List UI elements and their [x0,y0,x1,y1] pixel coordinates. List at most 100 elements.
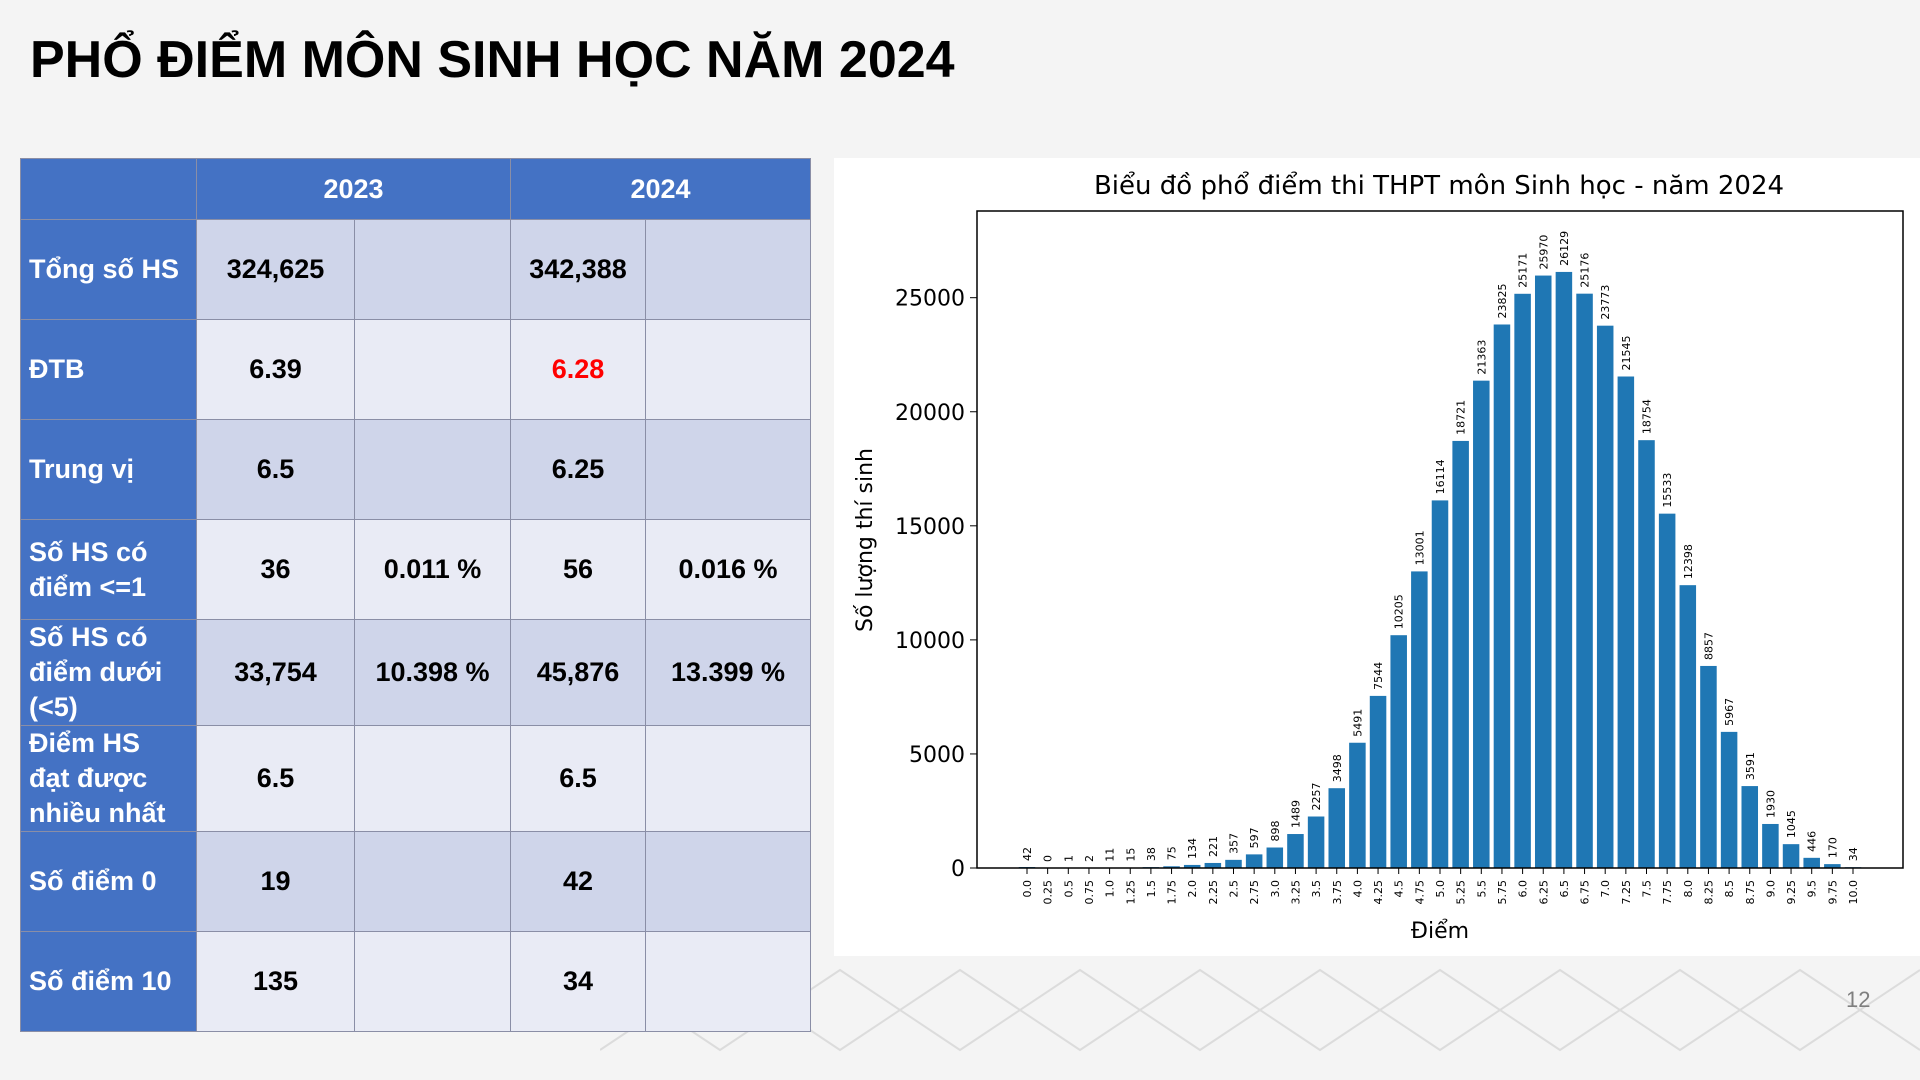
x-tick-label: 6.0 [1517,880,1530,898]
bar [1390,635,1407,868]
bar-value-label: 12398 [1682,544,1695,579]
bar [1803,857,1820,868]
table-row: Trung vị 6.5 6.25 [20,419,812,520]
plot-area: 42 0.0 0 0.25 1 0.5 2 0.75 11 1.0 15 1.25 38 1.5 75 1.7… [895,210,1904,905]
bar-value-label: 1489 [1289,800,1302,828]
bar [1741,786,1759,868]
x-tick-label: 7.0 [1599,880,1612,898]
bar [1204,862,1222,868]
table-row: Tổng số HS 324,625 342,388 [20,219,812,320]
table-header-2023: 2023 [195,158,512,220]
comparison-table: 2023 2024 Tổng số HS 324,625 342,388 ĐTB… [20,158,812,1032]
bar [1824,864,1841,868]
y-tick-label: 15000 [895,515,965,540]
cell-2023-value: 6.39 [196,319,355,420]
bar-value-label: 25171 [1517,253,1530,288]
bar-value-label: 42 [1021,847,1034,861]
table-header-2024: 2024 [510,158,812,220]
x-tick-label: 2.75 [1248,880,1261,905]
bar-value-label: 15533 [1661,473,1674,508]
bar-value-label: 21363 [1475,340,1488,375]
x-tick-label: 6.5 [1558,880,1571,898]
chart-y-axis-label: Số lượng thí sinh [853,448,878,632]
cell-2023-percent [353,931,512,1032]
bar-value-label: 13001 [1413,530,1426,565]
cell-2024-percent: 0.016 % [645,519,812,620]
cell-2023-percent [353,725,512,832]
histogram-chart: Biểu đồ phổ điểm thi THPT môn Sinh học -… [834,158,1920,956]
row-label: Tổng số HS [20,219,197,320]
cell-2024-percent: 13.399 % [645,619,812,726]
x-tick-label: 3.25 [1289,880,1302,905]
bar [1555,271,1573,868]
bar [1782,844,1800,868]
cell-2024-value-highlighted: 6.28 [510,319,647,420]
bar [1307,816,1325,868]
bar-value-label: 23825 [1496,283,1509,318]
cell-2023-percent [353,319,512,420]
x-tick-label: 0.0 [1021,880,1034,898]
bar-value-label: 16114 [1434,459,1447,494]
x-tick-label: 3.75 [1331,880,1344,905]
bar-value-label: 0 [1042,855,1055,862]
x-tick-label: 7.75 [1661,880,1674,905]
bar [1349,742,1366,868]
bar [1720,731,1738,868]
table-row: Số HS có điểm dưới (<5) 33,754 10.398 % … [20,619,812,726]
row-label: Số điểm 10 [20,931,197,1032]
y-tick-label: 5000 [909,743,965,768]
table-row: Điểm HS đạt được nhiều nhất 6.5 6.5 [20,725,812,832]
x-tick-label: 4.0 [1351,880,1364,898]
x-tick-label: 6.75 [1579,880,1592,905]
table-header-row: 2023 2024 [20,158,812,220]
cell-2024-value: 56 [510,519,647,620]
bar [1576,293,1593,868]
bar [1514,293,1531,868]
cell-2024-percent [645,725,812,832]
cell-2023-percent: 0.011 % [353,519,512,620]
x-tick-label: 2.25 [1207,880,1220,905]
bar-value-label: 38 [1145,847,1158,861]
bar [1617,376,1635,868]
x-tick-label: 0.5 [1062,880,1075,898]
x-tick-label: 8.75 [1744,880,1757,905]
bar-value-label: 18721 [1455,400,1468,435]
bar [1287,834,1304,868]
cell-2024-percent [645,219,812,320]
bar-value-label: 25970 [1537,235,1550,270]
x-tick-label: 2.0 [1186,880,1199,898]
bar-value-label: 1045 [1785,810,1798,838]
cell-2024-value: 34 [510,931,647,1032]
table-row: ĐTB 6.39 6.28 [20,319,812,420]
bar [1473,380,1490,868]
bar [1431,500,1449,868]
table-header-blank [20,158,197,220]
x-tick-label: 7.25 [1620,880,1633,905]
bar-value-label: 221 [1207,836,1220,857]
bar [1679,585,1697,868]
x-tick-label: 4.5 [1393,880,1406,898]
chart-x-axis-label: Điểm [1411,919,1469,944]
cell-2024-value: 42 [510,831,647,932]
cell-2024-value: 45,876 [510,619,647,726]
x-tick-label: 9.25 [1785,880,1798,905]
bar-value-label: 357 [1228,833,1241,854]
bar [1762,823,1779,868]
row-label: Số điểm 0 [20,831,197,932]
page-number: 12 [1846,987,1871,1012]
x-tick-label: 10.0 [1847,880,1860,905]
background-pattern [600,968,1920,1052]
bar [1266,847,1284,868]
bar-value-label: 1 [1062,855,1075,862]
cell-2024-percent [645,831,812,932]
y-tick-label: 25000 [895,287,965,312]
bar-value-label: 11 [1104,848,1117,862]
bar [1596,325,1614,868]
bar-value-label: 25176 [1579,253,1592,288]
x-tick-label: 1.25 [1124,880,1137,905]
y-tick-label: 10000 [895,629,965,654]
bar-value-label: 5967 [1723,698,1736,726]
x-tick-label: 3.5 [1310,880,1323,898]
bar [1700,665,1717,868]
x-tick-label: 1.75 [1166,880,1179,905]
